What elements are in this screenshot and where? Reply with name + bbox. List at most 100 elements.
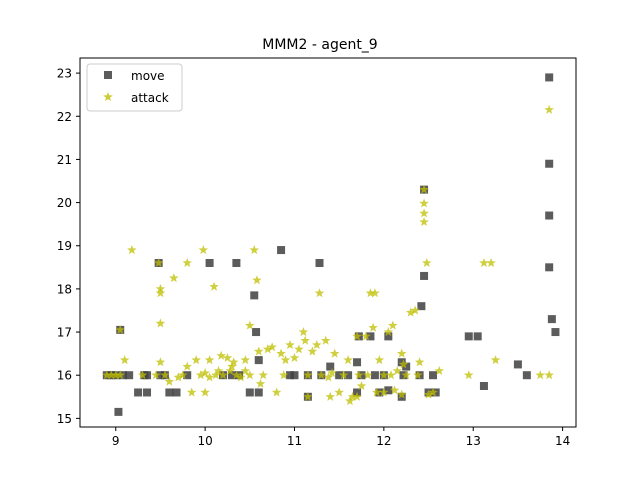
y-tick-label: 18: [57, 282, 72, 296]
attack-point: [352, 391, 362, 401]
attack-point: [102, 370, 112, 380]
move-point: [315, 259, 324, 267]
move-point: [402, 362, 411, 371]
attack-point: [218, 370, 228, 380]
move-point: [370, 371, 379, 380]
attack-point: [327, 368, 337, 378]
attack-point: [361, 331, 371, 341]
attack-point: [535, 370, 546, 380]
attack-point: [413, 370, 423, 380]
move-point: [326, 362, 335, 371]
attack-point: [182, 258, 192, 268]
attack-point: [389, 385, 400, 395]
attack-point: [419, 208, 429, 218]
y-tick-label: 20: [57, 196, 72, 210]
attack-point: [386, 370, 396, 380]
legend-marker-move: [104, 71, 112, 79]
move-point: [420, 271, 429, 280]
attack-point: [307, 346, 318, 356]
attack-point: [216, 350, 226, 360]
attack-point: [195, 370, 206, 380]
y-tick-label: 22: [57, 110, 72, 124]
y-tick-label: 19: [57, 239, 72, 253]
attack-point: [370, 288, 380, 298]
attack-point: [228, 357, 239, 367]
move-point: [114, 407, 123, 416]
attack-point: [323, 372, 334, 382]
attack-point: [321, 335, 331, 345]
attack-point: [392, 365, 403, 375]
move-point: [545, 73, 554, 82]
x-axis: 9 10 11 12 13 14: [112, 427, 570, 448]
attack-point: [151, 370, 161, 380]
move-point: [384, 332, 393, 341]
attack-point: [544, 370, 554, 380]
move-point: [254, 388, 263, 397]
x-tick-label: 9: [112, 434, 120, 448]
attack-point: [137, 370, 148, 380]
move-point: [134, 388, 143, 397]
attack-point: [371, 387, 382, 397]
move-point: [397, 392, 406, 401]
attack-point: [329, 348, 340, 358]
attack-point: [106, 370, 117, 380]
move-point: [366, 332, 375, 341]
x-tick-label: 14: [555, 434, 570, 448]
attack-point: [153, 258, 164, 268]
legend-marker-attack: [103, 92, 113, 102]
attack-point: [479, 258, 489, 268]
attack-point: [352, 331, 362, 341]
attack-point: [410, 305, 420, 315]
move-point: [183, 371, 192, 380]
move-point: [551, 328, 560, 337]
attack-point: [164, 376, 175, 386]
attack-point: [249, 245, 260, 255]
attack-point: [314, 288, 325, 298]
attack-point: [127, 245, 137, 255]
move-point: [205, 259, 214, 267]
move-point: [227, 371, 236, 380]
attack-point: [347, 391, 358, 401]
move-point: [397, 358, 406, 367]
attack-point: [486, 258, 496, 268]
move-point: [172, 388, 181, 397]
move-point: [143, 388, 152, 397]
attack-point: [419, 184, 429, 194]
attack-point: [200, 387, 210, 397]
attack-point: [312, 340, 322, 350]
attack-point: [198, 245, 209, 255]
attack-point: [276, 348, 286, 358]
move-point: [473, 332, 482, 341]
attack-point: [388, 320, 398, 330]
attack-point: [414, 357, 425, 367]
attack-point: [300, 335, 310, 345]
attack-point: [396, 348, 407, 358]
attack-point: [155, 318, 166, 328]
attack-point: [186, 387, 197, 397]
attack-point: [368, 322, 378, 332]
move-point: [417, 302, 426, 311]
attack-point: [422, 258, 432, 268]
attack-point: [419, 198, 429, 208]
attack-point: [316, 370, 327, 380]
attack-point: [267, 342, 277, 352]
attack-point: [178, 370, 188, 380]
attack-point: [334, 387, 344, 397]
attack-point: [303, 391, 313, 401]
attack-point: [222, 352, 233, 362]
attack-point: [490, 355, 501, 365]
move-point: [384, 386, 393, 395]
attack-point: [396, 389, 407, 399]
legend-label-move: move: [131, 69, 165, 83]
attack-point: [240, 365, 251, 375]
attack-point: [115, 324, 125, 334]
attack-point: [253, 346, 264, 356]
move-point: [545, 263, 554, 272]
attack-point: [204, 372, 215, 382]
attack-point: [379, 387, 389, 397]
attack-point: [401, 370, 411, 380]
attack-point: [383, 327, 394, 337]
y-tick-label: 16: [57, 369, 72, 383]
attack-point: [213, 365, 224, 375]
